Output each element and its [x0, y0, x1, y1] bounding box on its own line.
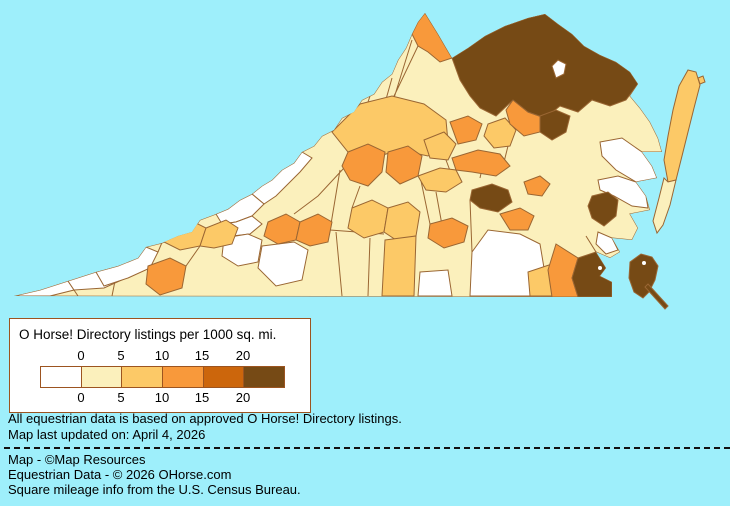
island-dot [697, 75, 706, 85]
county-hanover [451, 149, 511, 177]
legend-box: O Horse! Directory listings per 1000 sq.… [9, 318, 311, 413]
county-spotsylvania [483, 117, 517, 149]
legend-ticks-bottom: 0 5 10 15 20 [40, 390, 283, 405]
city-arlington-notch [551, 59, 567, 79]
note-last-updated: Map last updated on: April 4, 2026 [8, 427, 206, 442]
eastern-shore-northampton [652, 177, 677, 235]
county-gloucester [587, 191, 619, 227]
county-pittsylvania [381, 235, 417, 297]
county-hampton-roads [571, 251, 613, 297]
tick-label: 5 [117, 390, 125, 405]
county-middle-peninsula [597, 175, 649, 209]
county-buchanan [95, 246, 159, 287]
legend-title: O Horse! Directory listings per 1000 sq.… [19, 327, 277, 342]
county-roanoke-east [295, 213, 333, 247]
county-washington [145, 257, 187, 296]
legend-color-ramp [40, 366, 285, 388]
legend-swatch-0-5 [80, 367, 122, 387]
credit-equestrian-data: Equestrian Data - © 2026 OHorse.com [8, 467, 232, 482]
legend-swatch-15-20 [202, 367, 244, 387]
county-madison [449, 115, 483, 145]
tick-label: 15 [194, 348, 210, 363]
county-louisa [385, 145, 423, 185]
county-king-george [539, 109, 571, 141]
credit-map: Map - ©Map Resources [8, 452, 146, 467]
county-nova-cluster [451, 13, 639, 119]
dashed-divider [4, 447, 730, 449]
county-northern-neck [599, 137, 658, 183]
tick-label: 10 [154, 390, 170, 405]
water-speck-1 [598, 266, 602, 270]
legend-ticks-top: 0 5 10 15 20 [40, 348, 283, 363]
eastern-shore-accomack [663, 69, 701, 183]
tick-label: 10 [154, 348, 170, 363]
legend-swatch-0 [41, 367, 81, 387]
tick-label: 0 [77, 348, 85, 363]
county-franklin [383, 201, 421, 241]
county-new-kent [469, 183, 513, 213]
county-king-william [523, 175, 551, 197]
county-charles-city [499, 207, 535, 231]
county-goochland [417, 167, 463, 193]
county-chesterfield [427, 217, 469, 249]
legend-swatch-20-plus [243, 367, 285, 387]
tick-label: 20 [235, 348, 251, 363]
credit-square-mileage: Square mileage info from the U.S. Census… [8, 482, 301, 497]
legend-swatch-5-10 [121, 367, 163, 387]
legend-swatch-10-15 [162, 367, 203, 387]
county-albemarle [341, 143, 386, 187]
tick-label: 0 [77, 390, 85, 405]
note-data-source: All equestrian data is based on approved… [8, 411, 402, 426]
county-southside-white [417, 269, 453, 297]
county-patrick [257, 241, 309, 287]
county-tazewell [199, 219, 239, 249]
tick-label: 5 [117, 348, 125, 363]
water-speck-2 [642, 261, 646, 265]
county-york [595, 231, 619, 255]
county-greene [423, 131, 457, 161]
county-bath-highland [251, 151, 313, 205]
tick-label: 20 [235, 390, 251, 405]
va-beach-spit [644, 283, 669, 310]
tick-label: 15 [194, 390, 210, 405]
